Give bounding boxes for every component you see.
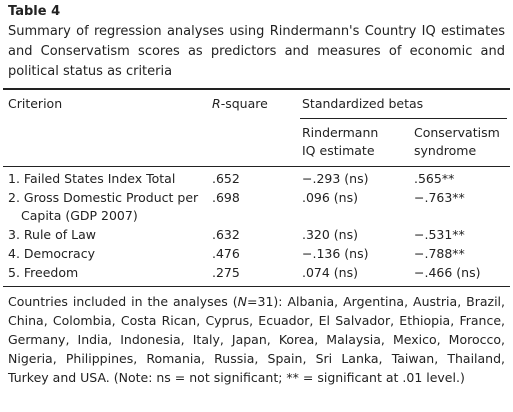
top-rule (3, 88, 510, 90)
beta-cons: −.788** (414, 246, 465, 261)
table-caption: Summary of regression analyses using Rin… (8, 24, 505, 79)
criterion: 2. Gross Domestic Product per Capita (GD… (8, 190, 199, 223)
criterion: 3. Rule of Law (8, 227, 96, 242)
criterion: 1. Failed States Index Total (8, 171, 176, 186)
beta-cons: .565** (414, 171, 455, 186)
header-betas: Standardized betas (302, 96, 424, 111)
beta-iq: −.293 (ns) (302, 171, 369, 186)
criterion: 5. Freedom (8, 265, 79, 280)
r-square: .476 (212, 246, 240, 261)
r-symbol: R (212, 96, 221, 111)
header-beta-cons: Conservatism syndrome (414, 125, 500, 158)
beta-cons: −.466 (ns) (414, 265, 481, 280)
beta-cons: −.763** (414, 190, 465, 205)
bottom-rule (3, 286, 510, 287)
r-square: .275 (212, 265, 240, 280)
r-square: .632 (212, 227, 240, 242)
footnote-text: Countries included in the analyses ( (8, 294, 238, 309)
betas-rule (300, 118, 507, 119)
header-rule (3, 166, 510, 167)
table-label: Table 4 (8, 4, 61, 19)
r-square: .698 (212, 190, 240, 205)
beta-iq: −.136 (ns) (302, 246, 369, 261)
r-square: .652 (212, 171, 240, 186)
beta-cons: −.531** (414, 227, 465, 242)
header-r-square: R-square (212, 95, 268, 113)
beta-iq: .096 (ns) (302, 190, 358, 205)
footnote-text: =31): Albania, Argentina, Austria, Brazi… (8, 294, 505, 385)
n-symbol: N (237, 294, 248, 309)
criterion: 4. Democracy (8, 246, 95, 261)
table-footnote: Countries included in the analyses (N=31… (8, 292, 505, 387)
beta-iq: .074 (ns) (302, 265, 358, 280)
r-rest: -square (220, 96, 268, 111)
beta-iq: .320 (ns) (302, 227, 358, 242)
header-beta-iq: Rindermann IQ estimate (302, 125, 379, 158)
header-criterion: Criterion (8, 96, 63, 111)
